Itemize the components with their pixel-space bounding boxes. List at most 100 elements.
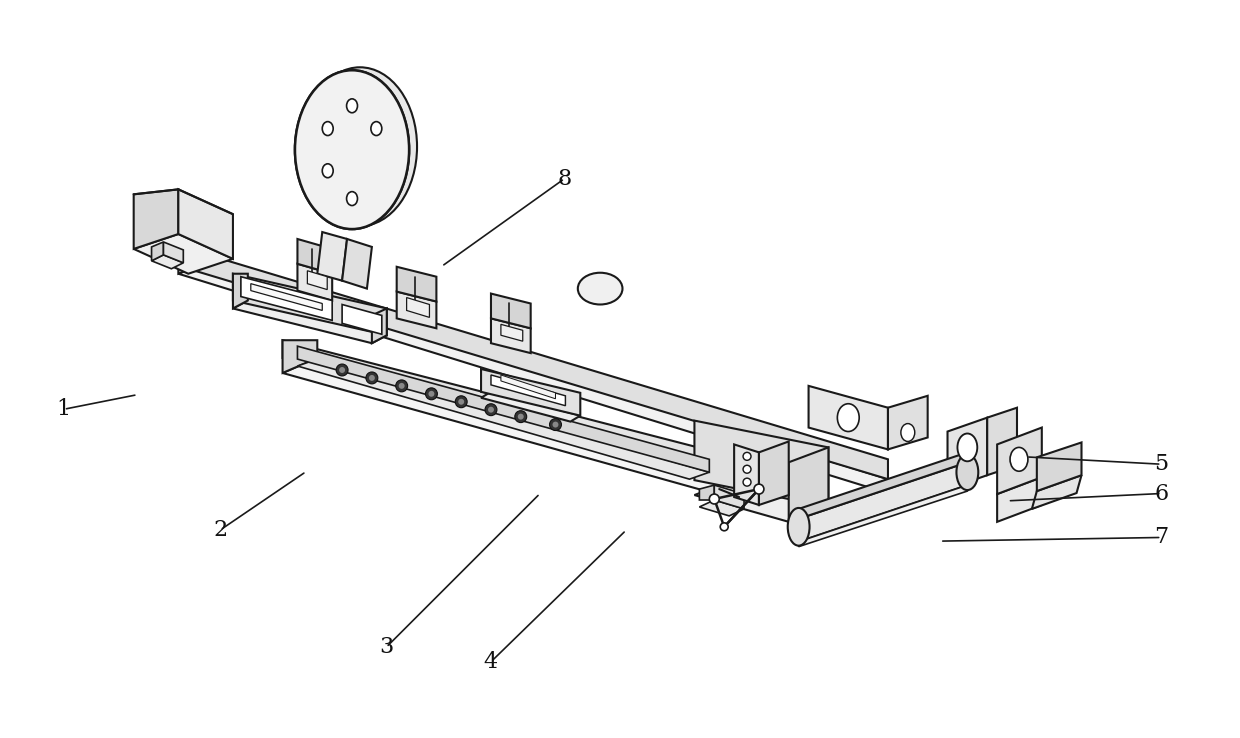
Text: 4: 4 (484, 651, 497, 673)
Polygon shape (501, 375, 556, 399)
Polygon shape (799, 485, 967, 547)
Circle shape (549, 418, 562, 430)
Circle shape (455, 396, 467, 407)
Polygon shape (233, 300, 387, 343)
Polygon shape (947, 418, 987, 489)
Polygon shape (714, 485, 744, 509)
Circle shape (515, 410, 527, 423)
Circle shape (366, 372, 378, 384)
Text: 6: 6 (1154, 483, 1168, 505)
Circle shape (485, 404, 497, 415)
Circle shape (339, 367, 345, 373)
Polygon shape (151, 255, 184, 269)
Polygon shape (233, 274, 387, 335)
Polygon shape (799, 462, 967, 542)
Ellipse shape (295, 70, 409, 229)
Polygon shape (233, 274, 248, 308)
Polygon shape (342, 239, 372, 289)
Polygon shape (694, 421, 828, 507)
Polygon shape (298, 239, 332, 274)
Circle shape (336, 364, 348, 376)
Polygon shape (734, 444, 759, 505)
Circle shape (370, 375, 374, 381)
Ellipse shape (957, 433, 977, 461)
Polygon shape (283, 340, 744, 477)
Circle shape (743, 478, 751, 486)
Ellipse shape (787, 508, 810, 545)
Polygon shape (1032, 475, 1081, 509)
Polygon shape (694, 480, 828, 522)
Ellipse shape (322, 164, 334, 178)
Polygon shape (308, 271, 327, 289)
Polygon shape (799, 452, 967, 519)
Circle shape (489, 407, 494, 413)
Ellipse shape (578, 273, 622, 305)
Ellipse shape (346, 99, 357, 113)
Circle shape (459, 399, 464, 404)
Circle shape (720, 523, 728, 531)
Circle shape (425, 388, 438, 400)
Ellipse shape (295, 70, 409, 229)
Polygon shape (789, 447, 828, 522)
Polygon shape (298, 346, 709, 472)
Text: 5: 5 (1154, 453, 1168, 475)
Text: 7: 7 (1154, 526, 1168, 548)
Text: 8: 8 (558, 168, 572, 190)
Ellipse shape (303, 67, 417, 226)
Circle shape (518, 414, 523, 420)
Polygon shape (372, 308, 387, 343)
Polygon shape (151, 242, 164, 261)
Polygon shape (997, 477, 1042, 522)
Polygon shape (241, 277, 332, 320)
Ellipse shape (371, 122, 382, 136)
Polygon shape (759, 441, 789, 505)
Polygon shape (342, 305, 382, 334)
Polygon shape (179, 246, 888, 479)
Ellipse shape (322, 122, 334, 136)
Ellipse shape (346, 192, 357, 206)
Polygon shape (1037, 443, 1081, 491)
Polygon shape (298, 263, 332, 300)
Circle shape (553, 421, 558, 427)
Polygon shape (179, 246, 198, 274)
Polygon shape (407, 297, 429, 317)
Polygon shape (250, 283, 322, 311)
Polygon shape (283, 358, 744, 492)
Polygon shape (699, 500, 744, 516)
Polygon shape (987, 407, 1017, 475)
Polygon shape (134, 190, 179, 249)
Polygon shape (501, 324, 523, 341)
Polygon shape (397, 266, 436, 302)
Ellipse shape (901, 424, 915, 441)
Polygon shape (179, 266, 888, 487)
Polygon shape (283, 340, 317, 373)
Polygon shape (491, 318, 531, 353)
Circle shape (743, 452, 751, 461)
Circle shape (743, 465, 751, 473)
Polygon shape (888, 396, 928, 449)
Circle shape (754, 484, 764, 494)
Polygon shape (481, 369, 580, 415)
Ellipse shape (1011, 447, 1028, 472)
Polygon shape (298, 359, 709, 479)
Circle shape (396, 380, 408, 392)
Polygon shape (481, 392, 580, 421)
Circle shape (429, 391, 434, 397)
Polygon shape (491, 294, 531, 328)
Polygon shape (164, 242, 184, 263)
Text: 2: 2 (213, 519, 227, 541)
Polygon shape (808, 386, 888, 449)
Polygon shape (134, 234, 233, 274)
Polygon shape (397, 292, 436, 328)
Circle shape (399, 383, 404, 389)
Text: 1: 1 (57, 399, 71, 420)
Polygon shape (179, 190, 233, 259)
Ellipse shape (956, 455, 978, 490)
Polygon shape (317, 232, 347, 280)
Polygon shape (997, 427, 1042, 494)
Circle shape (709, 494, 719, 504)
Ellipse shape (837, 404, 859, 432)
Text: 3: 3 (379, 636, 393, 658)
Polygon shape (491, 375, 565, 406)
Polygon shape (699, 485, 714, 500)
